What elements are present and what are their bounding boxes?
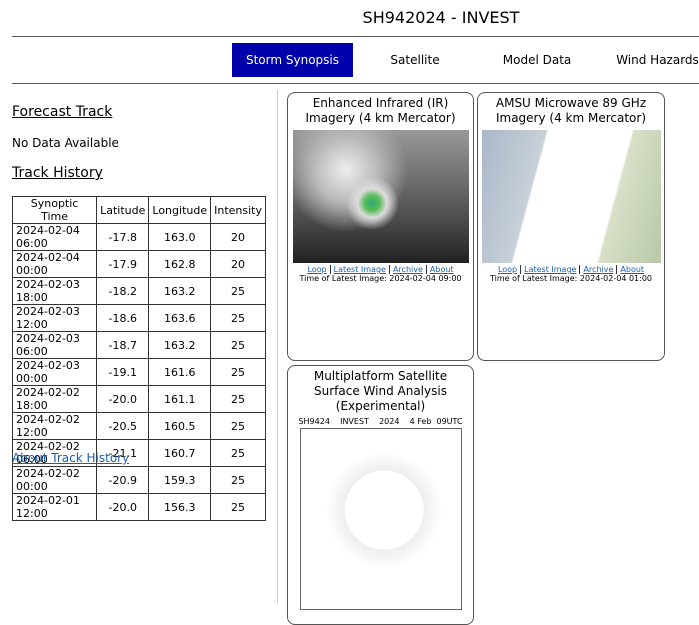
link[interactable]: Archive — [388, 265, 426, 274]
table-cell: 163.0 — [148, 223, 212, 251]
table-cell: 163.6 — [148, 304, 212, 332]
image-time: Time of Latest Image: 2024-02-04 01:00 — [489, 274, 653, 283]
column-header: Latitude — [96, 196, 150, 224]
divider — [12, 36, 699, 37]
microwave-image — [481, 130, 661, 263]
table-cell: -20.0 — [96, 493, 150, 521]
table-cell: 2024-02-04 06:00 — [11, 223, 98, 251]
table-cell: 156.3 — [148, 493, 212, 521]
table-cell: 25 — [210, 385, 266, 413]
tab[interactable]: Storm Synopsis — [232, 43, 353, 77]
table-cell: 25 — [210, 412, 266, 440]
panel: Enhanced Infrared (IR) Imagery (4 km Mer… — [287, 92, 474, 361]
link[interactable]: About Track History — [12, 451, 130, 465]
table-cell: 2024-02-02 18:00 — [11, 385, 98, 413]
divider — [277, 90, 278, 604]
table-cell: 163.2 — [148, 277, 212, 305]
table-cell: -21.1 — [96, 439, 150, 467]
table-cell: 25 — [210, 331, 266, 359]
table-cell: 161.1 — [148, 385, 212, 413]
header-row: Synoptic Time Latitude Longitude Intensity — [11, 196, 266, 224]
table-cell: 25 — [210, 304, 266, 332]
link[interactable]: Latest Image — [520, 265, 580, 274]
table-cell: 160.5 — [148, 412, 212, 440]
tab[interactable]: Model Data — [502, 53, 572, 67]
table-row: 2024-02-03 18:00 -18.2 163.2 25 — [11, 277, 266, 305]
table-row: 2024-02-03 06:00 -18.7 163.2 25 — [11, 331, 266, 359]
table-cell: -19.1 — [96, 358, 150, 386]
table-cell: 25 — [210, 466, 266, 494]
table-row: 2024-02-03 00:00 -19.1 161.6 25 — [11, 358, 266, 386]
table-cell: 2024-02-04 00:00 — [11, 250, 98, 278]
table-cell: -18.6 — [96, 304, 150, 332]
track-table: Synoptic Time Latitude Longitude Intensity 2… — [11, 196, 266, 521]
table-row: 2024-02-04 00:00 -17.9 162.8 20 — [11, 250, 266, 278]
column-header: Longitude — [148, 196, 212, 224]
ir-image — [292, 130, 469, 263]
table-cell: 2024-02-03 18:00 — [11, 277, 98, 305]
table-cell: 161.6 — [148, 358, 212, 386]
table-cell: -18.7 — [96, 331, 150, 359]
table-cell: 2024-02-01 12:00 — [11, 493, 98, 521]
link[interactable]: Archive — [579, 265, 617, 274]
table-row: 2024-02-02 00:00 -20.9 159.3 25 — [11, 466, 266, 494]
section-heading: Forecast Track — [12, 104, 113, 120]
wind-analysis-image — [299, 428, 462, 610]
page-title: SH942024 - INVEST — [362, 8, 520, 27]
table-cell: 2024-02-03 12:00 — [11, 304, 98, 332]
links: Loop Latest Image Archive About — [478, 265, 664, 274]
links: Loop Latest Image Archive About — [288, 265, 473, 274]
tab[interactable]: Satellite — [390, 53, 440, 67]
table-cell: -20.0 — [96, 385, 150, 413]
table-row: 2024-02-04 06:00 -17.8 163.0 20 — [11, 223, 266, 251]
table-row: 2024-02-01 12:00 -20.0 156.3 25 — [11, 493, 266, 521]
link[interactable]: Loop — [497, 265, 518, 274]
table-row: 2024-02-02 06:00 -21.1 160.7 25 — [11, 439, 266, 467]
tab[interactable]: Wind Hazards — [616, 53, 699, 67]
table-cell: 2024-02-03 00:00 — [11, 358, 98, 386]
message: No Data Available — [12, 136, 119, 150]
table-cell: 2024-02-03 06:00 — [11, 331, 98, 359]
panel-title: Multiplatform Satellite Surface Wind Ana… — [313, 369, 448, 413]
table-cell: -17.9 — [96, 250, 150, 278]
column-header: Intensity — [210, 196, 266, 224]
table-cell: -20.9 — [96, 466, 150, 494]
table-cell: 25 — [210, 493, 266, 521]
table-cell: 25 — [210, 277, 266, 305]
table-cell: 25 — [210, 358, 266, 386]
image-caption: SH9424 INVEST 2024 4 Feb 09UTC — [298, 417, 463, 426]
table-cell: 2024-02-02 00:00 — [11, 466, 98, 494]
table-row: 2024-02-02 18:00 -20.0 161.1 25 — [11, 385, 266, 413]
link[interactable]: Latest Image — [329, 265, 389, 274]
panel: Multiplatform Satellite Surface Wind Ana… — [287, 365, 474, 625]
table-cell: 20 — [210, 250, 266, 278]
table-cell: -18.2 — [96, 277, 150, 305]
panel: AMSU Microwave 89 GHz Imagery (4 km Merc… — [477, 92, 665, 361]
column-header: Synoptic Time — [11, 196, 98, 224]
table-cell: -20.5 — [96, 412, 150, 440]
divider — [12, 83, 699, 84]
table-cell: 20 — [210, 223, 266, 251]
table-cell: 162.8 — [148, 250, 212, 278]
table-row: 2024-02-02 12:00 -20.5 160.5 25 — [11, 412, 266, 440]
panel-title: AMSU Microwave 89 GHz Imagery (4 km Merc… — [495, 96, 647, 125]
table-cell: -17.8 — [96, 223, 150, 251]
panel-title: Enhanced Infrared (IR) Imagery (4 km Mer… — [305, 96, 456, 125]
table-cell: 163.2 — [148, 331, 212, 359]
table-row: 2024-02-03 12:00 -18.6 163.6 25 — [11, 304, 266, 332]
image-time: Time of Latest Image: 2024-02-04 09:00 — [299, 274, 462, 283]
link[interactable]: About — [425, 265, 457, 274]
section-heading: Track History — [12, 165, 103, 181]
page: SH942024 - INVEST Storm Synopsis Satelli… — [11, 8, 699, 625]
table-cell: 159.3 — [148, 466, 212, 494]
table-cell: 25 — [210, 439, 266, 467]
table-cell: 2024-02-02 06:00 — [11, 439, 98, 467]
link[interactable]: About — [616, 265, 648, 274]
link[interactable]: Loop — [307, 265, 327, 274]
table-cell: 2024-02-02 12:00 — [11, 412, 98, 440]
table-cell: 160.7 — [148, 439, 212, 467]
